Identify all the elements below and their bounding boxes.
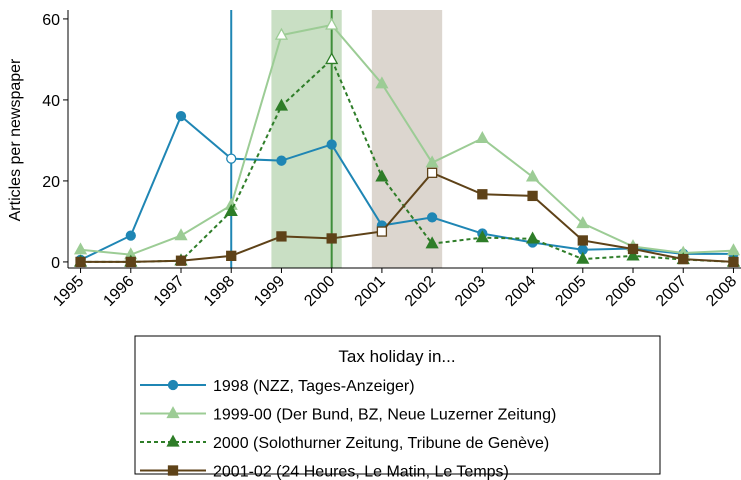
x-tick-label: 2003 (452, 273, 489, 310)
data-point (726, 243, 741, 256)
data-point (678, 253, 689, 265)
data-point (576, 251, 590, 264)
data-point (477, 189, 488, 200)
background-layer (230, 10, 443, 268)
data-point (175, 110, 187, 122)
series-line (80, 23, 734, 256)
data-point (325, 17, 339, 30)
data-point (73, 242, 88, 255)
y-tick-label: 0 (51, 255, 60, 272)
legend-marker (167, 379, 179, 391)
data-point (274, 27, 289, 40)
legend-label: 2001-02 (24 Heures, Le Matin, Le Temps) (213, 464, 509, 480)
x-tick-label: 2006 (603, 273, 640, 310)
data-point (326, 233, 337, 244)
data-point (475, 131, 489, 144)
x-tick-label: 2007 (653, 273, 690, 310)
legend-label: 2000 (Solothurner Zeitung, Tribune de Ge… (213, 435, 549, 452)
data-point (525, 231, 540, 244)
data-point (224, 203, 238, 216)
data-point (125, 256, 136, 268)
data-point (376, 226, 388, 237)
data-point (375, 169, 389, 182)
data-point (525, 169, 540, 182)
series-line (80, 171, 734, 263)
shaded-region (271, 10, 342, 268)
data-point (274, 98, 289, 111)
data-point (125, 230, 136, 241)
x-tick-label: 2004 (502, 273, 539, 310)
legend-label: 1999-00 (Der Bund, BZ, Neue Luzerner Zei… (213, 407, 556, 424)
legend-marker (167, 465, 179, 476)
x-tick-label: 1999 (251, 273, 288, 310)
x-tick-label: 1996 (100, 273, 137, 310)
x-tick-label: 2000 (301, 273, 338, 310)
data-point (425, 155, 439, 168)
series-line (80, 114, 734, 261)
data-point (226, 250, 237, 261)
legend-title: Tax holiday in... (338, 347, 455, 366)
data-point (627, 243, 639, 255)
x-tick-label: 2001 (352, 273, 389, 310)
x-tick-label: 2002 (402, 273, 439, 310)
data-point (375, 76, 389, 89)
data-point (728, 256, 739, 268)
data-point (174, 228, 188, 241)
x-tick-label: 1998 (201, 273, 238, 310)
x-tick-label: 2008 (703, 273, 740, 310)
data-point (626, 248, 640, 261)
data-point (175, 255, 187, 266)
data-point (325, 52, 339, 65)
y-axis-label: Articles per newspaper (7, 58, 24, 221)
data-point (326, 139, 337, 150)
data-point (475, 230, 489, 243)
data-point (276, 155, 287, 166)
data-point (276, 231, 287, 242)
legend-box (134, 335, 661, 475)
y-tick-label: 40 (42, 93, 60, 110)
legend-marker (166, 434, 180, 447)
x-tick-label: 2005 (552, 273, 589, 310)
data-point (226, 153, 237, 164)
data-point (577, 235, 588, 246)
data-point (75, 256, 86, 268)
x-tick-label: 1995 (50, 273, 87, 310)
data-point (527, 190, 538, 202)
y-tick-label: 60 (42, 12, 60, 29)
data-point (426, 167, 438, 178)
legend-label: 1998 (NZZ, Tages-Anzeiger) (213, 378, 415, 395)
series-line (80, 57, 734, 263)
x-tick-label: 1997 (151, 273, 188, 310)
y-tick-label: 20 (42, 174, 60, 191)
legend-marker (166, 406, 180, 419)
data-point (576, 216, 590, 229)
data-point (425, 236, 439, 249)
data-point (426, 212, 438, 223)
